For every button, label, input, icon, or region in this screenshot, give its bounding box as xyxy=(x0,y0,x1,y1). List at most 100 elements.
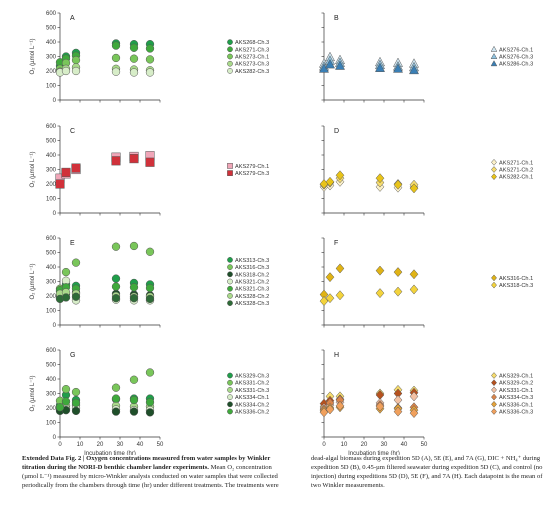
y-tick-label: 300 xyxy=(46,280,57,286)
legend-label: AKS316-Ch.1 xyxy=(499,276,533,282)
legend-label: AKS321-Ch.2 xyxy=(235,280,269,286)
legend-label: AKS276-Ch.3 xyxy=(499,55,533,61)
y-tick-label: 400 xyxy=(46,265,57,271)
data-point xyxy=(61,385,71,394)
legend-entry: AKS328-Ch.2 xyxy=(227,293,269,300)
legend-label: AKS331-Ch.1 xyxy=(499,388,533,394)
legend-entry: AKS316-Ch.3 xyxy=(227,264,269,271)
y-tick-label: 100 xyxy=(46,421,57,427)
y-tick-label: 600 xyxy=(46,11,57,17)
x-tick-label: 40 xyxy=(137,442,144,448)
legend-marker xyxy=(227,293,233,299)
data-point xyxy=(409,408,419,419)
data-point xyxy=(71,292,81,301)
data-point xyxy=(71,398,81,408)
y-tick-label: 400 xyxy=(46,377,57,383)
legend-marker xyxy=(227,163,233,169)
data-point xyxy=(61,293,71,302)
panel-label: H xyxy=(334,352,339,359)
data-point xyxy=(61,397,71,406)
data-point xyxy=(319,407,329,418)
legend-entry: AKS268-Ch.3 xyxy=(227,39,269,46)
data-point xyxy=(71,387,81,397)
panel-label: E xyxy=(70,240,75,247)
y-tick-label: 200 xyxy=(46,182,57,188)
legend-label: AKS334-Ch.3 xyxy=(499,395,533,401)
y-tick-label: 300 xyxy=(46,392,57,398)
legend-label: AKS313-Ch.3 xyxy=(235,258,269,264)
legend-label: AKS321-Ch.3 xyxy=(235,287,269,293)
data-point xyxy=(324,58,336,69)
legend-entry: AKS276-Ch.3 xyxy=(490,52,533,61)
data-point xyxy=(111,53,121,63)
data-point xyxy=(145,44,155,53)
data-point xyxy=(409,269,419,280)
data-point xyxy=(129,294,139,303)
legend-marker xyxy=(227,300,233,306)
legend-marker xyxy=(491,274,497,282)
x-tick-label: 50 xyxy=(421,442,428,448)
data-point xyxy=(111,394,121,403)
legend-entry: AKS282-Ch.1 xyxy=(491,173,533,181)
legend-label: AKS328-Ch.3 xyxy=(235,301,269,307)
data-point xyxy=(145,247,155,256)
data-point xyxy=(374,62,386,72)
data-point xyxy=(111,67,121,76)
data-point xyxy=(145,283,155,293)
legend-marker xyxy=(227,408,233,415)
legend-marker xyxy=(227,271,233,278)
legend-marker xyxy=(491,372,497,379)
legend-label: AKS282-Ch.3 xyxy=(235,69,269,75)
legend-label: AKS318-Ch.3 xyxy=(499,283,533,289)
legend-label: AKS331-Ch.3 xyxy=(235,388,269,394)
legend-entry: AKS329-Ch.3 xyxy=(227,372,269,380)
data-point xyxy=(392,63,404,73)
data-point xyxy=(409,284,419,295)
legend-marker xyxy=(227,53,233,60)
data-point xyxy=(55,403,65,412)
y-tick-label: 500 xyxy=(46,26,57,32)
legend-entry: AKS329-Ch.1 xyxy=(491,372,533,380)
x-tick-label: 0 xyxy=(322,442,326,448)
figure-caption-right: dead-algal biomass during expedition 5D … xyxy=(311,455,543,489)
panel-a: 0 100 200 300 400 500 600 O₂ (µmol L⁻¹) A AKS268-… xyxy=(30,11,269,104)
legend-marker xyxy=(227,379,233,386)
legend-entry: AKS334-Ch.2 xyxy=(227,401,269,408)
legend-label: AKS271-Ch.2 xyxy=(499,168,533,174)
x-tick-label: 10 xyxy=(77,442,84,448)
data-point xyxy=(325,176,335,187)
data-point xyxy=(129,54,139,63)
data-point xyxy=(375,265,385,276)
legend-label: AKS331-Ch.2 xyxy=(235,381,269,387)
y-tick-label: 200 xyxy=(46,406,57,412)
legend-marker xyxy=(491,393,497,401)
legend-entry: AKS329-Ch.2 xyxy=(491,379,533,387)
legend-marker xyxy=(491,400,497,408)
y-axis-label: O₂ (µmol L⁻¹) xyxy=(30,376,36,412)
figure-caption-left: Extended Data Fig. 2 | Oxygen concentrat… xyxy=(22,454,280,490)
panel-c: 0 100 200 300 400 500 600 O₂ (µmol L⁻¹) C AKS279-… xyxy=(30,124,269,217)
legend-label: AKS282-Ch.1 xyxy=(499,175,533,181)
legend-label: AKS336-Ch.3 xyxy=(499,410,533,416)
legend-marker xyxy=(227,257,233,263)
y-tick-label: 400 xyxy=(46,153,57,159)
y-axis-label: O₂ (µmol L⁻¹) xyxy=(30,152,36,188)
legend-marker xyxy=(490,45,498,52)
legend-entry: AKS316-Ch.1 xyxy=(491,274,533,282)
legend-marker xyxy=(227,68,233,74)
legend-marker xyxy=(490,52,498,59)
legend-marker xyxy=(227,170,233,176)
legend-label: AKS271-Ch.3 xyxy=(235,47,269,53)
legend-label: AKS318-Ch.2 xyxy=(235,272,269,278)
y-tick-label: 100 xyxy=(46,197,57,203)
legend-label: AKS329-Ch.1 xyxy=(499,374,533,380)
y-tick-label: 500 xyxy=(46,363,57,369)
panel-label: A xyxy=(70,15,75,22)
legend-entry: AKS334-Ch.1 xyxy=(227,394,269,401)
data-point xyxy=(325,272,335,283)
x-tick-label: 30 xyxy=(117,442,124,448)
data-point xyxy=(71,258,81,267)
legend-marker xyxy=(227,285,233,292)
